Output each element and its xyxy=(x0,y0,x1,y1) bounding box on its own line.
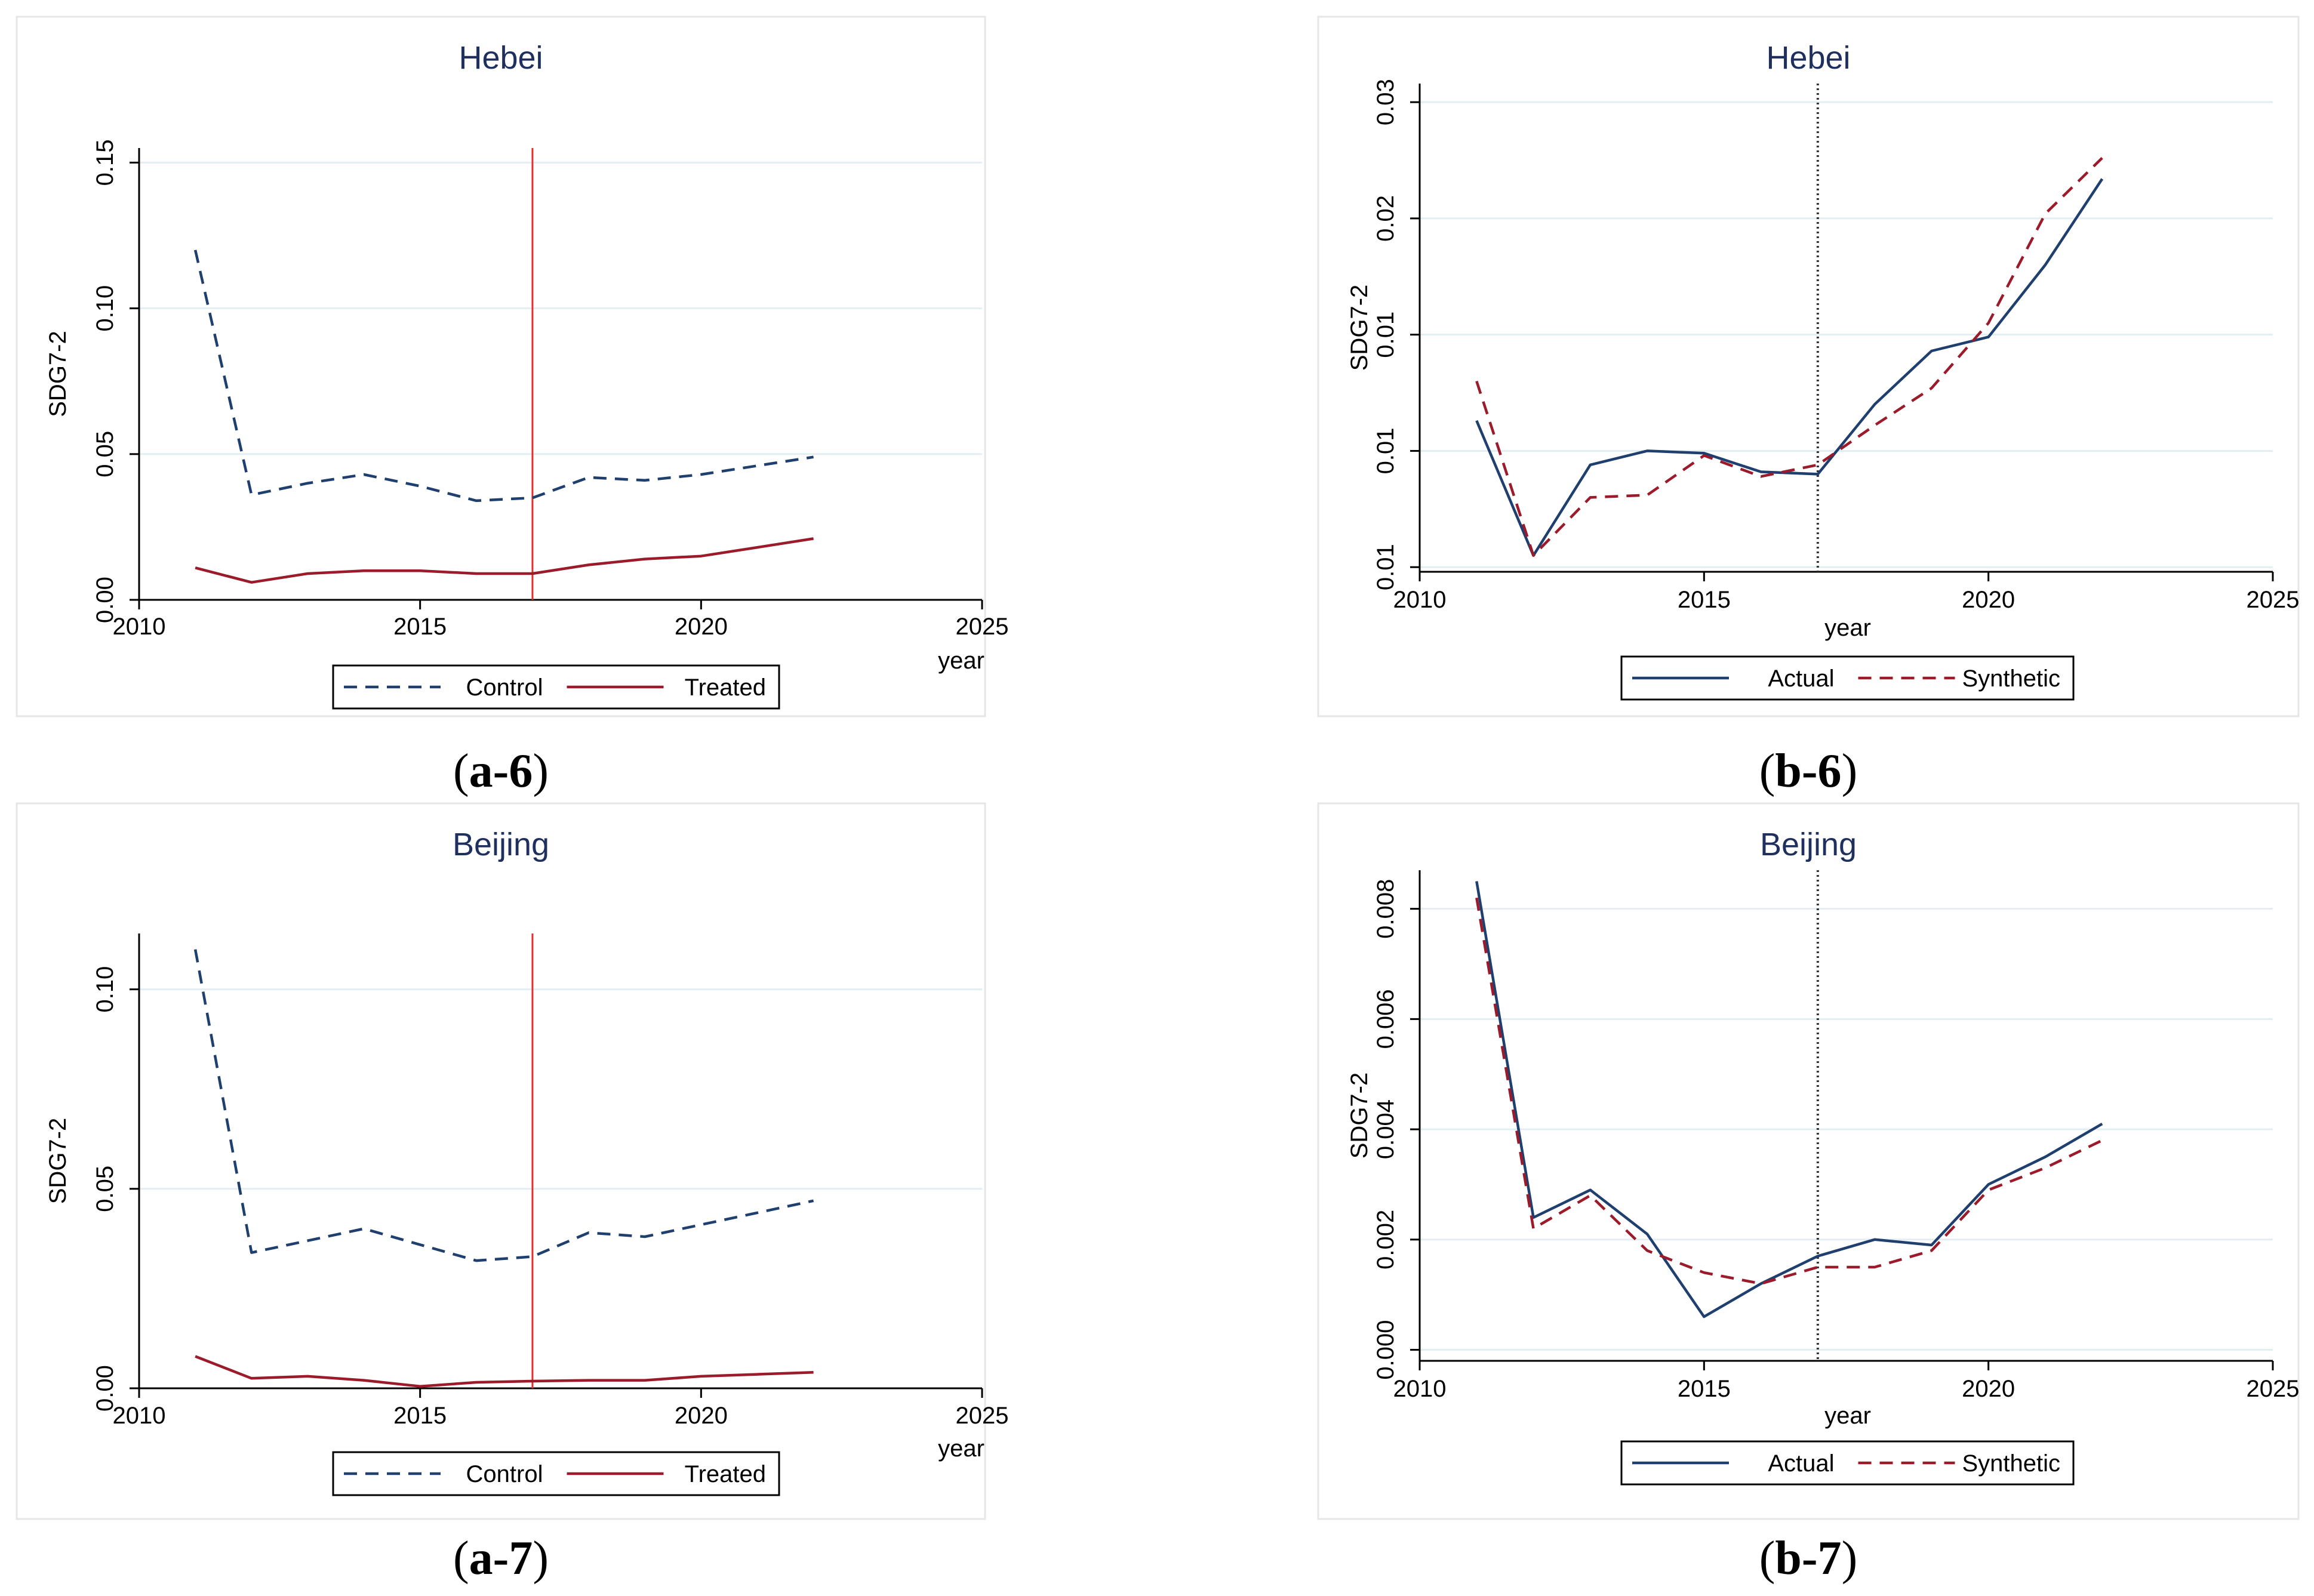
x-tick-label: 2020 xyxy=(675,1403,728,1429)
x-tick-label: 2025 xyxy=(956,1403,1009,1429)
series-line-treated xyxy=(195,1355,814,1388)
y-tick-label: 0.004 xyxy=(1373,1099,1399,1159)
panel-caption: (b-7) xyxy=(1759,1532,1857,1585)
y-axis-label: SDG7-2 xyxy=(45,331,71,417)
panel-frame xyxy=(1317,802,2300,1520)
series-line-actual xyxy=(1475,178,2104,557)
caption-label: a-6 xyxy=(469,745,533,797)
series-line-control xyxy=(193,949,814,1262)
panel-caption: (a-7) xyxy=(453,1532,549,1585)
x-axis-label: year xyxy=(938,1435,984,1462)
y-tick-label: 0.10 xyxy=(92,285,118,332)
y-axis-label: SDG7-2 xyxy=(45,1118,71,1204)
legend-box xyxy=(332,1451,780,1496)
y-tick-label: 0.002 xyxy=(1373,1210,1399,1270)
y-tick-label: 0.05 xyxy=(92,431,118,477)
chart-a7: 0.00 0.05 0.10 2010 2015 2020 2025 Beijing SDG7-… xyxy=(16,802,1009,1585)
legend-label-control: Control xyxy=(466,1461,543,1487)
series-line-synthetic xyxy=(1475,156,2103,557)
y-tick-label: 0.02 xyxy=(1373,195,1399,242)
caption-open: ( xyxy=(453,1532,469,1585)
caption-close: ) xyxy=(533,1532,549,1585)
y-tick-label: 0.01 xyxy=(1373,312,1399,358)
y-tick-label: 0.008 xyxy=(1373,879,1399,939)
x-tick-label: 2015 xyxy=(393,614,447,640)
caption-close: ) xyxy=(533,745,549,797)
x-tick-label: 2015 xyxy=(393,1403,447,1429)
chart-title: Hebei xyxy=(459,40,543,76)
legend-label-control: Control xyxy=(466,674,543,701)
x-tick-label: 2020 xyxy=(675,614,728,640)
x-tick-label: 2020 xyxy=(1962,587,2015,613)
y-axis-label: SDG7-2 xyxy=(1346,285,1373,371)
y-tick-label: 0.01 xyxy=(1373,544,1399,590)
caption-close: ) xyxy=(1842,745,1858,797)
y-axis-label: SDG7-2 xyxy=(1346,1073,1373,1159)
legend-label-synthetic: Synthetic xyxy=(1962,1450,2060,1477)
x-tick-label: 2010 xyxy=(1393,1376,1447,1402)
legend-box xyxy=(332,664,780,710)
caption-open: ( xyxy=(1759,745,1775,797)
x-tick-label: 2010 xyxy=(1393,587,1447,613)
y-tick-label: 0.10 xyxy=(92,966,118,1013)
series-line-actual xyxy=(1475,881,2103,1318)
legend-label-treated: Treated xyxy=(685,1461,766,1487)
legend-label-treated: Treated xyxy=(685,674,766,701)
legend-label-synthetic: Synthetic xyxy=(1962,665,2060,692)
panel-caption: (b-6) xyxy=(1759,745,1857,797)
caption-label: a-7 xyxy=(469,1532,533,1585)
caption-label: b-7 xyxy=(1775,1532,1841,1585)
series-line-control xyxy=(193,249,814,503)
panel-frame xyxy=(16,16,986,717)
series-line-synthetic xyxy=(1475,897,2103,1285)
panel-caption: (a-6) xyxy=(453,745,549,797)
series-line-treated xyxy=(195,537,814,584)
x-axis-label: year xyxy=(938,648,984,674)
x-tick-label: 2025 xyxy=(2247,1376,2300,1402)
y-tick-label: 0.03 xyxy=(1373,79,1399,125)
chart-title: Beijing xyxy=(453,827,549,862)
caption-open: ( xyxy=(1759,1532,1775,1585)
panel-frame xyxy=(16,802,986,1520)
x-tick-label: 2020 xyxy=(1962,1376,2015,1402)
chart-title: Hebei xyxy=(1766,40,1850,76)
chart-title: Beijing xyxy=(1760,827,1857,862)
chart-b6: 0.01 0.01 0.01 0.02 0.03 2010 2015 2020 2025 Hebe… xyxy=(1317,16,2300,797)
y-tick-label: 0.05 xyxy=(92,1166,118,1212)
x-tick-label: 2015 xyxy=(1678,587,1731,613)
y-tick-label: 0.01 xyxy=(1373,428,1399,475)
x-tick-label: 2025 xyxy=(956,614,1009,640)
caption-close: ) xyxy=(1842,1532,1858,1585)
panel-frame xyxy=(1317,16,2300,717)
x-tick-label: 2010 xyxy=(113,1403,166,1429)
legend-label-actual: Actual xyxy=(1768,665,1834,692)
caption-open: ( xyxy=(453,745,469,797)
x-tick-label: 2010 xyxy=(113,614,166,640)
y-tick-label: 0.000 xyxy=(1373,1320,1399,1379)
caption-label: b-6 xyxy=(1775,745,1841,797)
y-tick-label: 0.00 xyxy=(92,1365,118,1412)
x-tick-label: 2015 xyxy=(1678,1376,1731,1402)
x-tick-label: 2025 xyxy=(2247,587,2300,613)
legend-label-actual: Actual xyxy=(1768,1450,1834,1477)
x-axis-label: year xyxy=(1824,615,1871,641)
y-tick-label: 0.15 xyxy=(92,139,118,186)
chart-b7: 0.000 0.002 0.004 0.006 0.008 2010 2015 2020 202… xyxy=(1317,802,2300,1585)
y-tick-label: 0.00 xyxy=(92,577,118,623)
chart-a6: 0.00 0.05 0.10 0.15 2010 2015 2020 2025 Hebei SDG… xyxy=(16,16,1009,797)
x-axis-label: year xyxy=(1824,1403,1871,1429)
y-tick-label: 0.006 xyxy=(1373,989,1399,1049)
